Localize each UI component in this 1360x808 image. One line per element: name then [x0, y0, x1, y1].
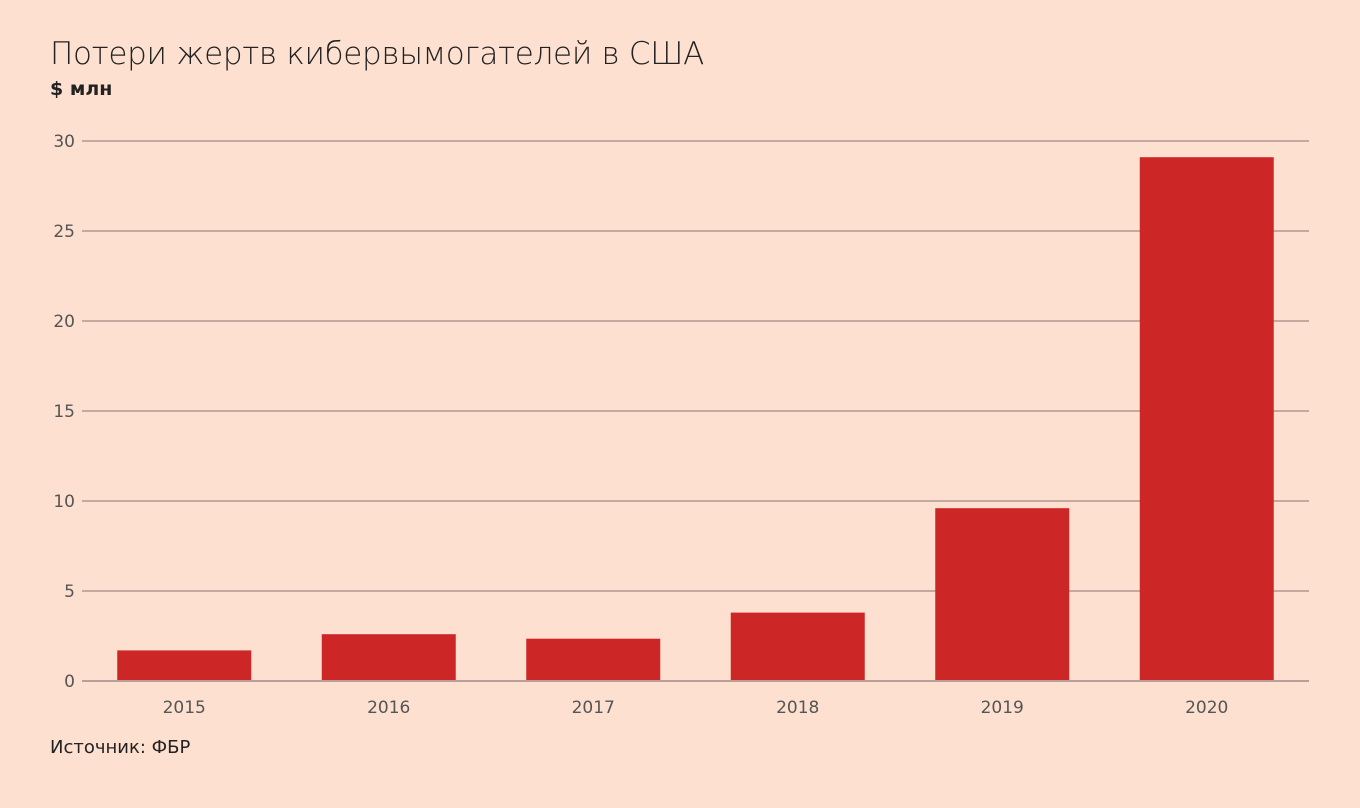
x-tick-label: 2017 — [572, 698, 615, 718]
y-tick-label: 25 — [53, 222, 75, 242]
x-tick-label: 2018 — [776, 698, 819, 718]
y-tick-label: 5 — [64, 582, 75, 602]
y-tick-label: 0 — [64, 672, 75, 692]
y-tick-label: 30 — [53, 132, 75, 152]
source-note: Источник: ФБР — [50, 737, 191, 758]
y-tick-label: 15 — [53, 402, 75, 422]
y-tick-label: 10 — [53, 492, 75, 512]
bar — [1139, 157, 1274, 681]
bar — [526, 638, 661, 681]
x-tick-label: 2019 — [981, 698, 1024, 718]
y-axis-unit: $ млн — [50, 78, 113, 100]
bar — [935, 508, 1070, 681]
y-tick-label: 20 — [53, 312, 75, 332]
bar — [730, 612, 865, 681]
bar — [117, 650, 252, 681]
bar — [321, 634, 456, 681]
x-tick-label: 2015 — [163, 698, 206, 718]
x-tick-label: 2016 — [367, 698, 410, 718]
chart-title: Потери жертв кибервымогателей в США — [50, 36, 704, 72]
x-tick-label: 2020 — [1185, 698, 1228, 718]
